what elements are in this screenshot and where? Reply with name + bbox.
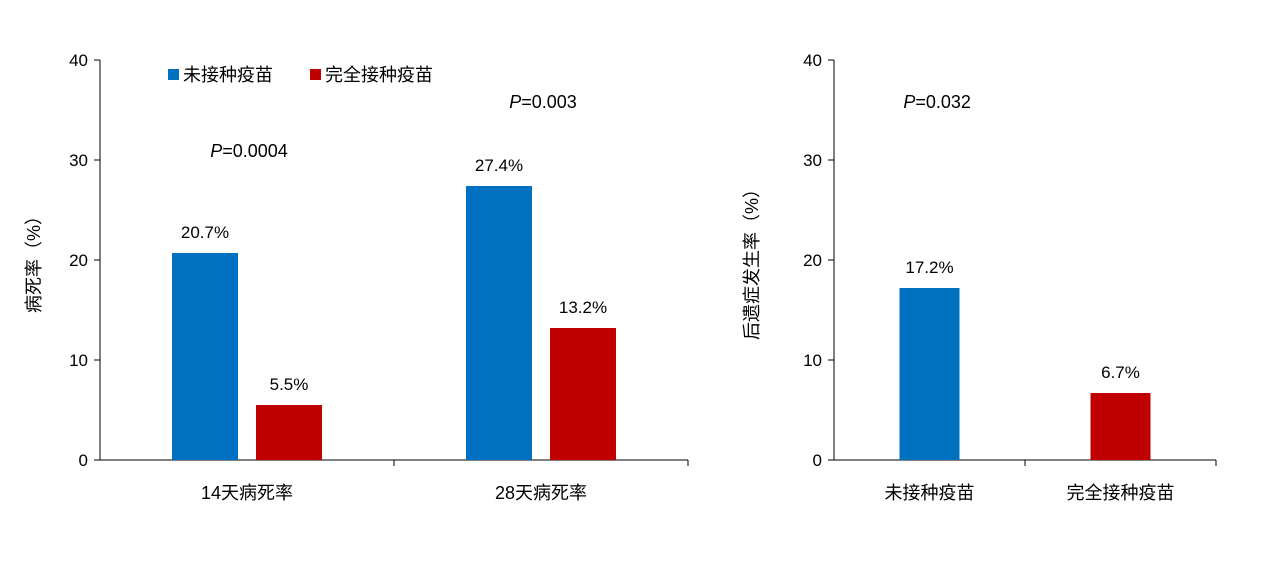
y-axis-title: 后遗症发生率（%） xyxy=(742,180,762,340)
data-label: 5.5% xyxy=(270,375,309,394)
legend-swatch xyxy=(168,69,179,80)
data-label: 20.7% xyxy=(181,223,229,242)
y-tick-label: 40 xyxy=(69,51,88,70)
data-label: 27.4% xyxy=(475,156,523,175)
legend-label: 完全接种疫苗 xyxy=(325,65,433,85)
p-value-text: =0.032 xyxy=(915,92,971,112)
bar xyxy=(466,186,532,460)
p-symbol: P xyxy=(210,141,222,161)
y-tick-label: 40 xyxy=(803,51,822,70)
bar xyxy=(172,253,238,460)
p-value-annotation: P=0.032 xyxy=(903,92,971,112)
bar xyxy=(550,328,616,460)
y-tick-label: 20 xyxy=(803,251,822,270)
data-label: 6.7% xyxy=(1101,363,1140,382)
y-tick-label: 0 xyxy=(79,451,88,470)
y-tick-label: 0 xyxy=(813,451,822,470)
y-axis-title: 病死率（%） xyxy=(24,207,44,313)
bar xyxy=(1090,393,1151,460)
x-category-label: 完全接种疫苗 xyxy=(1067,483,1175,503)
y-tick-label: 20 xyxy=(69,251,88,270)
p-value-annotation: P=0.003 xyxy=(509,92,577,112)
p-value-text: =0.003 xyxy=(521,92,577,112)
bar xyxy=(256,405,322,460)
x-category-label: 未接种疫苗 xyxy=(885,483,975,503)
p-value-annotation: P=0.0004 xyxy=(210,141,288,161)
y-tick-label: 10 xyxy=(69,351,88,370)
y-tick-label: 30 xyxy=(803,151,822,170)
x-category-label: 14天病死率 xyxy=(201,483,293,503)
bar xyxy=(899,288,960,460)
mortality-chart: 0 10 20 30 40 14天病死率 28天病死率 病死率（%） 20.7% 5.5% 27.4… xyxy=(24,51,689,503)
p-symbol: P xyxy=(509,92,521,112)
p-symbol: P xyxy=(903,92,915,112)
legend-label: 未接种疫苗 xyxy=(183,65,273,85)
x-category-label: 28天病死率 xyxy=(495,483,587,503)
data-label: 13.2% xyxy=(559,298,607,317)
y-tick-label: 10 xyxy=(803,351,822,370)
data-label: 17.2% xyxy=(905,258,953,277)
p-value-text: =0.0004 xyxy=(222,141,288,161)
y-tick-label: 30 xyxy=(69,151,88,170)
sequelae-chart: 0 10 20 30 40 未接种疫苗 完全接种疫苗 后遗症发生率（%） 17.2% 6.7% P=… xyxy=(742,51,1217,503)
legend-swatch xyxy=(310,69,321,80)
